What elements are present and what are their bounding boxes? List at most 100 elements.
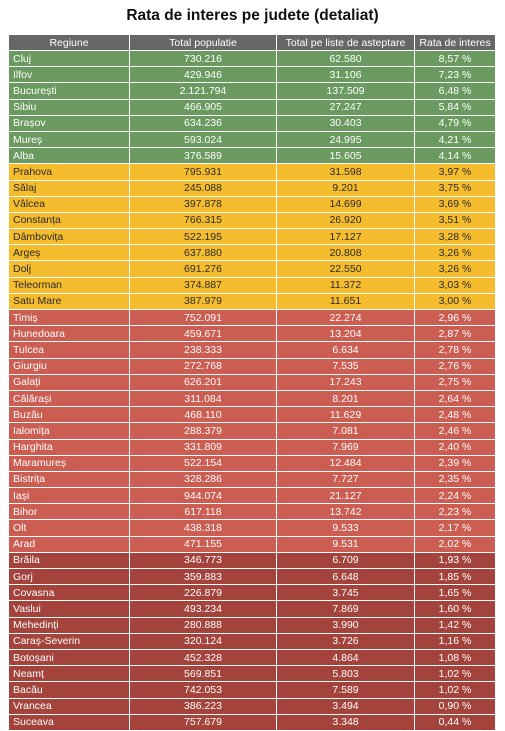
cell-waiting: 137.509: [276, 82, 415, 100]
table-row: Brașov 634.236 30.403 4,79 %: [8, 114, 496, 132]
cell-population: 328.286: [129, 470, 277, 489]
cell-rate: 0,90 %: [414, 697, 496, 715]
cell-population: 452.328: [129, 648, 277, 667]
cell-waiting: 7.535: [276, 357, 415, 375]
cell-population: 471.155: [129, 535, 277, 553]
cell-rate: 3,97 %: [414, 163, 496, 181]
cell-population: 691.276: [129, 260, 277, 278]
cell-waiting: 3.726: [276, 632, 415, 650]
cell-population: 280.888: [129, 616, 277, 634]
cell-population: 766.315: [129, 211, 277, 230]
cell-rate: 2,64 %: [414, 389, 496, 408]
cell-waiting: 9.533: [276, 519, 415, 537]
cell-region: Brăila: [8, 551, 130, 570]
table-row: Călărași 311.084 8.201 2,64 %: [8, 389, 496, 408]
table-row: Giurgiu 272.768 7.535 2,76 %: [8, 357, 496, 375]
cell-region: Brașov: [8, 114, 130, 132]
table-row: Neamț 569.851 5.803 1,02 %: [8, 665, 496, 683]
cell-waiting: 6.709: [276, 551, 415, 570]
cell-waiting: 17.243: [276, 373, 415, 391]
cell-region: Iași: [8, 487, 130, 505]
cell-population: 320.124: [129, 632, 277, 650]
cell-population: 438.318: [129, 519, 277, 537]
cell-population: 466.905: [129, 98, 277, 116]
cell-rate: 2,96 %: [414, 308, 496, 327]
cell-rate: 1,85 %: [414, 567, 496, 586]
cell-region: Constanța: [8, 211, 130, 230]
table-row: Alba 376.589 15.605 4,14 %: [8, 147, 496, 165]
table-row: Satu Mare 387.979 11.651 3,00 %: [8, 292, 496, 311]
cell-region: Bacău: [8, 681, 130, 699]
table-row: Hunedoara 459.671 13.204 2,87 %: [8, 325, 496, 343]
cell-population: 617.118: [129, 503, 277, 521]
cell-waiting: 7.869: [276, 600, 415, 618]
cell-region: Vaslui: [8, 600, 130, 618]
cell-region: Mureș: [8, 130, 130, 149]
cell-rate: 5,84 %: [414, 98, 496, 116]
cell-rate: 3,26 %: [414, 244, 496, 262]
cell-region: Gorj: [8, 567, 130, 586]
table-row: București 2.121.794 137.509 6,48 %: [8, 82, 496, 100]
cell-waiting: 12.484: [276, 454, 415, 472]
table-row: Bihor 617.118 13.742 2,23 %: [8, 503, 496, 521]
cell-region: Buzău: [8, 406, 130, 424]
cell-region: Sălaj: [8, 179, 130, 197]
table-row: Buzău 468.110 11.629 2,48 %: [8, 406, 496, 424]
cell-region: Ialomița: [8, 422, 130, 440]
column-header-region[interactable]: Regiune: [8, 34, 130, 51]
cell-population: 376.589: [129, 147, 277, 165]
cell-population: 522.154: [129, 454, 277, 472]
table-row: Olt 438.318 9.533 2,17 %: [8, 519, 496, 537]
cell-waiting: 6.648: [276, 567, 415, 586]
cell-rate: 2,35 %: [414, 470, 496, 489]
cell-waiting: 11.629: [276, 406, 415, 424]
cell-region: Călărași: [8, 389, 130, 408]
cell-rate: 1,93 %: [414, 551, 496, 570]
cell-rate: 2,48 %: [414, 406, 496, 424]
cell-rate: 3,69 %: [414, 195, 496, 213]
cell-region: Hunedoara: [8, 325, 130, 343]
cell-rate: 4,79 %: [414, 114, 496, 132]
cell-population: 245.088: [129, 179, 277, 197]
table-row: Sălaj 245.088 9.201 3,75 %: [8, 179, 496, 197]
table-row: Teleorman 374.887 11.372 3,03 %: [8, 276, 496, 294]
cell-region: Caraș-Severin: [8, 632, 130, 650]
table-row: Dâmbovița 522.195 17.127 3,28 %: [8, 228, 496, 246]
table-row: Constanța 766.315 26.920 3,51 %: [8, 211, 496, 230]
cell-rate: 1,16 %: [414, 632, 496, 650]
cell-rate: 2,40 %: [414, 438, 496, 456]
cell-region: Prahova: [8, 163, 130, 181]
column-header-population[interactable]: Total populatie: [129, 34, 277, 51]
cell-population: 346.773: [129, 551, 277, 570]
cell-waiting: 30.403: [276, 114, 415, 132]
cell-waiting: 22.274: [276, 308, 415, 327]
cell-waiting: 20.808: [276, 244, 415, 262]
cell-population: 757.679: [129, 713, 277, 731]
cell-rate: 8,57 %: [414, 49, 496, 68]
cell-region: Tulcea: [8, 341, 130, 359]
table-row: Covasna 226.879 3.745 1,65 %: [8, 584, 496, 602]
column-header-waiting[interactable]: Total pe liste de asteptare: [276, 34, 415, 51]
cell-population: 387.979: [129, 292, 277, 311]
table-row: Vaslui 493.234 7.869 1,60 %: [8, 600, 496, 618]
table-row: Bistrița 328.286 7.727 2,35 %: [8, 470, 496, 489]
table-row: Suceava 757.679 3.348 0,44 %: [8, 713, 496, 731]
column-header-rate[interactable]: Rata de interes: [414, 34, 496, 51]
cell-population: 238.333: [129, 341, 277, 359]
table-row: Gorj 359.883 6.648 1,85 %: [8, 567, 496, 586]
cell-region: Teleorman: [8, 276, 130, 294]
table-row: Caraș-Severin 320.124 3.726 1,16 %: [8, 632, 496, 650]
cell-waiting: 5.803: [276, 665, 415, 683]
cell-waiting: 11.651: [276, 292, 415, 311]
cell-rate: 2,78 %: [414, 341, 496, 359]
table-row: Cluj 730.216 62.580 8,57 %: [8, 49, 496, 68]
cell-region: Neamț: [8, 665, 130, 683]
cell-region: Satu Mare: [8, 292, 130, 311]
cell-rate: 3,28 %: [414, 228, 496, 246]
table-row: Sibiu 466.905 27.247 5,84 %: [8, 98, 496, 116]
cell-rate: 1,02 %: [414, 665, 496, 683]
cell-rate: 2,76 %: [414, 357, 496, 375]
table-row: Argeș 637.880 20.808 3,26 %: [8, 244, 496, 262]
cell-population: 752.091: [129, 308, 277, 327]
cell-region: Dolj: [8, 260, 130, 278]
